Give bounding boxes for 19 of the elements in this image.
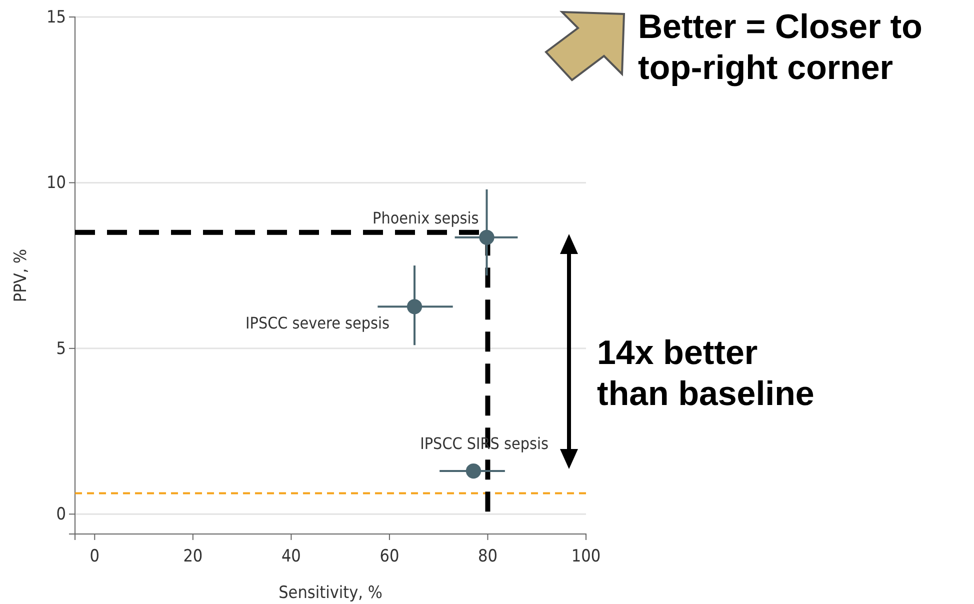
x-tick-label: 100 — [571, 546, 601, 567]
text: Better = Closer to top-right corner — [638, 8, 922, 87]
y-tick-label: 0 — [56, 504, 66, 525]
y-tick-label: 10 — [46, 173, 66, 194]
x-tick-label: 40 — [281, 546, 301, 567]
point — [406, 299, 422, 314]
y-axis-title: PPV, % — [11, 248, 31, 302]
series-label: IPSCC severe sepsis — [246, 314, 390, 333]
y-tick-label: 15 — [46, 7, 66, 28]
text: 14x better than baseline — [597, 334, 814, 413]
point — [479, 230, 494, 245]
series-label: Phoenix sepsis — [372, 208, 479, 228]
x-tick-label: 60 — [380, 546, 400, 567]
x-tick-label: 20 — [183, 546, 203, 567]
point — [466, 463, 482, 479]
y-tick-label: 5 — [56, 338, 66, 359]
x-tick-label: 80 — [478, 546, 498, 567]
x-tick-label: 0 — [90, 546, 100, 567]
x-axis-title: Sensitivity, % — [278, 583, 382, 603]
